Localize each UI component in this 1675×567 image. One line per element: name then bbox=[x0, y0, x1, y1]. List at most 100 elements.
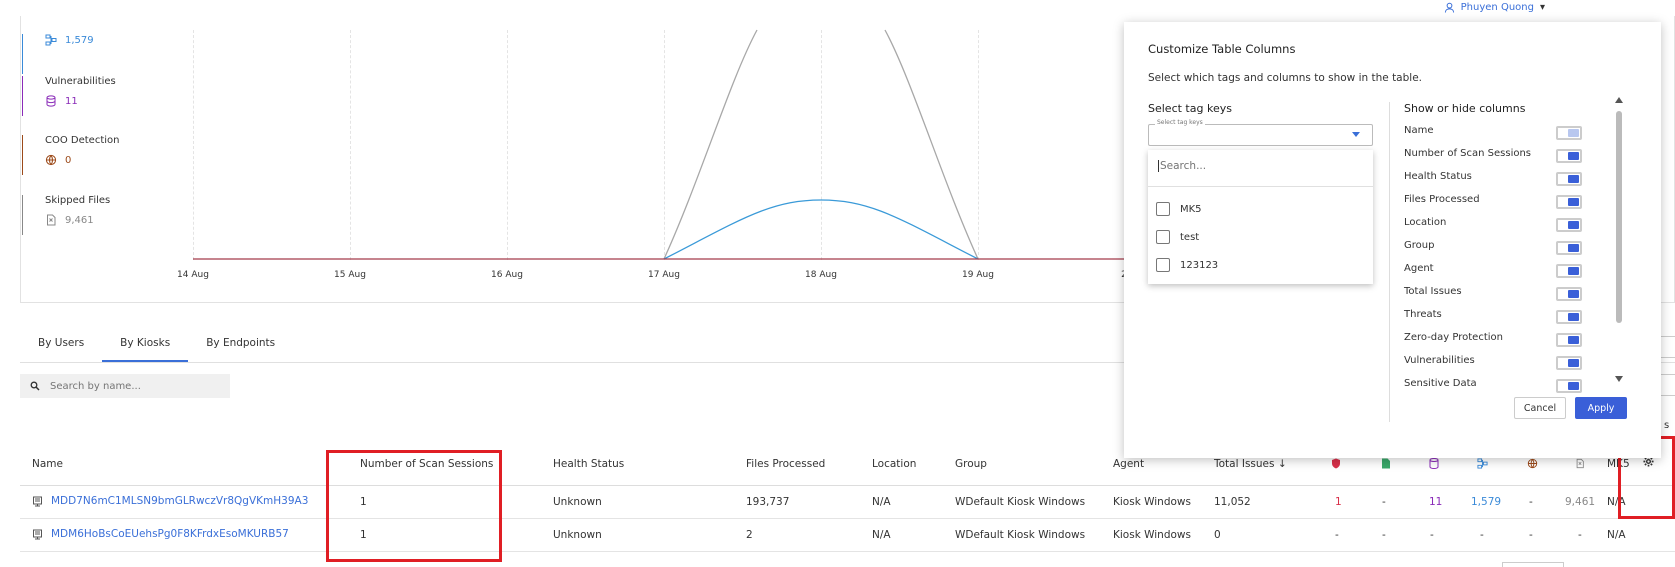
sort-down-icon: ↓ bbox=[1277, 458, 1287, 470]
tag-keys-select[interactable]: Select tag keys bbox=[1148, 119, 1373, 146]
row-network[interactable]: 1,579 bbox=[1471, 496, 1502, 508]
user-icon bbox=[1444, 2, 1454, 13]
toggle-sensitive-data[interactable] bbox=[1556, 379, 1582, 393]
tab-by-kiosks[interactable]: By Kiosks bbox=[102, 334, 189, 362]
stat-value: 11 bbox=[65, 95, 78, 107]
row-vulnerabilities: - bbox=[1430, 529, 1434, 541]
tag-option[interactable]: 123123 bbox=[1156, 258, 1218, 272]
column-label: Health Status bbox=[1404, 171, 1472, 182]
toggle-threats[interactable] bbox=[1556, 310, 1582, 324]
row-health: Unknown bbox=[553, 496, 602, 508]
column-header-location[interactable]: Location bbox=[872, 458, 917, 470]
stat-coo: COO Detection 0 bbox=[22, 135, 119, 175]
globe-icon bbox=[45, 154, 57, 166]
columns-scrollbar[interactable] bbox=[1615, 97, 1623, 382]
row-name-link[interactable]: MDM6HoBsCoEUehsPg0F8KFrdxEsoMKURB57 bbox=[51, 528, 289, 540]
network-column-icon[interactable] bbox=[1477, 458, 1488, 472]
apply-button[interactable]: Apply bbox=[1575, 397, 1627, 419]
toggle-location[interactable] bbox=[1556, 218, 1582, 232]
column-label: Files Processed bbox=[1404, 194, 1480, 205]
stat-value: 1,579 bbox=[65, 34, 94, 46]
network-icon bbox=[45, 34, 57, 46]
row-threats[interactable]: 1 bbox=[1335, 496, 1342, 508]
user-menu[interactable]: Phuyen Quong ▾ bbox=[1444, 2, 1545, 13]
row-health: Unknown bbox=[553, 529, 602, 541]
column-label: Zero-day Protection bbox=[1404, 332, 1503, 343]
toggle-files-processed[interactable] bbox=[1556, 195, 1582, 209]
row-skipped: 9,461 bbox=[1565, 496, 1596, 508]
row-zeroday: - bbox=[1382, 496, 1386, 508]
search-input[interactable] bbox=[50, 380, 210, 392]
dialog-description: Select which tags and columns to show in… bbox=[1148, 72, 1422, 84]
column-label: Group bbox=[1404, 240, 1435, 251]
threats-column-icon[interactable] bbox=[1331, 458, 1341, 472]
checkbox[interactable] bbox=[1156, 202, 1170, 216]
row-total-issues: 0 bbox=[1214, 529, 1221, 541]
row-divider bbox=[20, 518, 1675, 519]
highlight-box-sessions bbox=[326, 450, 502, 562]
tag-option[interactable]: MK5 bbox=[1156, 202, 1202, 216]
series-grey-line bbox=[663, 29, 758, 260]
checkbox[interactable] bbox=[1156, 258, 1170, 272]
column-label: Total Issues bbox=[1404, 286, 1462, 297]
dropdown-divider bbox=[1148, 186, 1373, 187]
toggle-scan-sessions[interactable] bbox=[1556, 149, 1582, 163]
grid-line bbox=[978, 30, 979, 260]
column-label: Sensitive Data bbox=[1404, 378, 1477, 389]
scroll-thumb[interactable] bbox=[1616, 111, 1622, 323]
toggle-vulnerabilities[interactable] bbox=[1556, 356, 1582, 370]
tag-keys-heading: Select tag keys bbox=[1148, 102, 1232, 115]
table-row: MDD7N6mC1MLSN9bmGLRwczVr8QgVKmH39A3 bbox=[32, 495, 308, 507]
file-column-icon[interactable] bbox=[1575, 458, 1585, 472]
column-header-name[interactable]: Name bbox=[32, 458, 63, 470]
toggle-zero-day[interactable] bbox=[1556, 333, 1582, 347]
tag-option[interactable]: test bbox=[1156, 230, 1199, 244]
scroll-up-icon[interactable] bbox=[1615, 97, 1623, 103]
kiosk-icon bbox=[33, 529, 42, 539]
stat-label: Vulnerabilities bbox=[45, 76, 116, 87]
database-icon bbox=[46, 95, 56, 107]
row-total-issues: 11,052 bbox=[1214, 496, 1251, 508]
row-network: - bbox=[1480, 529, 1484, 541]
tag-option-label: test bbox=[1180, 231, 1200, 243]
toggle-health-status[interactable] bbox=[1556, 172, 1582, 186]
tab-by-users[interactable]: By Users bbox=[38, 337, 85, 349]
toggle-agent[interactable] bbox=[1556, 264, 1582, 278]
checkbox[interactable] bbox=[1156, 230, 1170, 244]
search-box bbox=[20, 374, 230, 398]
toggle-group[interactable] bbox=[1556, 241, 1582, 255]
tag-option-label: MK5 bbox=[1180, 203, 1202, 215]
row-vulnerabilities[interactable]: 11 bbox=[1429, 496, 1443, 508]
x-tick-label: 15 Aug bbox=[334, 270, 366, 280]
row-location: N/A bbox=[872, 496, 891, 508]
dialog-title: Customize Table Columns bbox=[1148, 42, 1296, 56]
row-skipped: - bbox=[1578, 529, 1582, 541]
globe-column-icon[interactable] bbox=[1527, 458, 1538, 472]
toggle-total-issues[interactable] bbox=[1556, 287, 1582, 301]
x-tick-label: 14 Aug bbox=[177, 270, 209, 280]
scroll-down-icon[interactable] bbox=[1615, 376, 1623, 382]
column-header-group[interactable]: Group bbox=[955, 458, 987, 470]
tabs-divider bbox=[20, 362, 1675, 363]
column-label: Vulnerabilities bbox=[1404, 355, 1475, 366]
file-icon bbox=[47, 214, 56, 226]
tab-by-endpoints[interactable]: By Endpoints bbox=[206, 337, 276, 349]
column-header-total-issues[interactable]: Total Issues ↓ bbox=[1214, 458, 1287, 470]
vulnerabilities-column-icon[interactable] bbox=[1429, 458, 1439, 472]
user-name: Phuyen Quong bbox=[1460, 2, 1534, 13]
row-files: 193,737 bbox=[746, 496, 790, 508]
column-header-health[interactable]: Health Status bbox=[553, 458, 625, 470]
zero-day-column-icon[interactable] bbox=[1381, 458, 1391, 472]
series-grey-line bbox=[884, 29, 979, 260]
column-label: Number of Scan Sessions bbox=[1404, 148, 1532, 159]
column-header-agent[interactable]: Agent bbox=[1113, 458, 1145, 470]
kiosk-icon bbox=[33, 496, 42, 506]
chevron-down-icon bbox=[1352, 132, 1360, 137]
row-name-link[interactable]: MDD7N6mC1MLSN9bmGLRwczVr8QgVKmH39A3 bbox=[51, 495, 309, 507]
cancel-button[interactable]: Cancel bbox=[1514, 397, 1566, 419]
edge-text: s bbox=[1664, 420, 1670, 431]
tag-search-input[interactable] bbox=[1158, 160, 1358, 172]
column-header-files[interactable]: Files Processed bbox=[746, 458, 826, 470]
pagination-box[interactable] bbox=[1502, 562, 1564, 567]
column-header-sessions[interactable]: Number of Scan Sessions bbox=[360, 458, 494, 470]
